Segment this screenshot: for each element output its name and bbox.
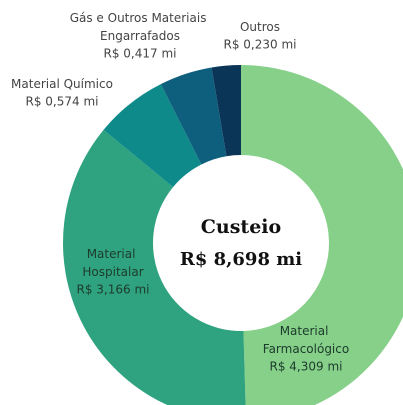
slice-label: Material Farmacológico <box>263 324 349 356</box>
slice-value-label: R$ 0,230 mi <box>224 38 297 52</box>
slice-label: Material Químico <box>11 77 113 91</box>
slice-label: Outros <box>240 20 280 34</box>
slice-label: Material Hospitalar <box>82 247 143 279</box>
center-total: R$ 8,698 mi <box>180 249 302 270</box>
donut-slice <box>160 67 227 165</box>
donut-slice <box>241 65 403 405</box>
slice-label: Gás e Outros Materiais Engarrafados <box>70 11 211 43</box>
donut-slice <box>63 129 246 405</box>
slice-value-label: R$ 4,309 mi <box>270 360 343 374</box>
donut-slice <box>103 84 202 188</box>
donut-slice <box>211 65 241 157</box>
center-title: Custeio <box>201 216 281 238</box>
slice-value-label: R$ 0,417 mi <box>104 47 177 61</box>
slice-value-label: R$ 3,166 mi <box>77 283 150 297</box>
slice-value-label: R$ 0,574 mi <box>26 95 99 109</box>
